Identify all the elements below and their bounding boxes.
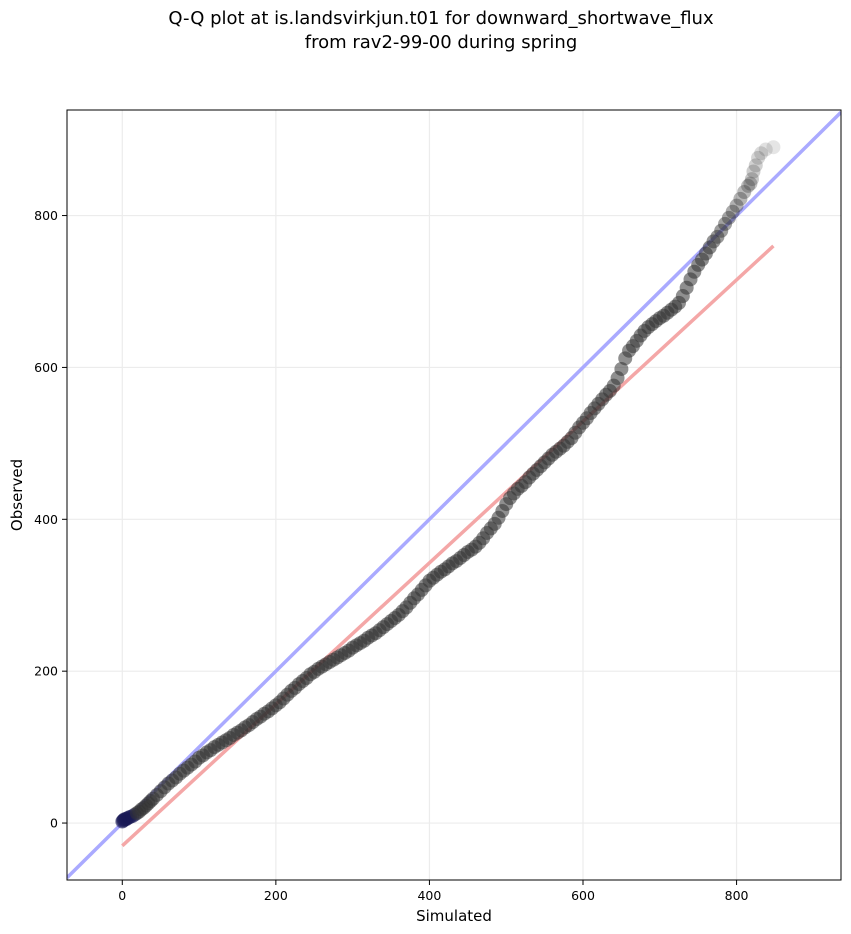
y-tick-label: 600 xyxy=(34,360,58,375)
y-tick-label: 200 xyxy=(34,664,58,679)
qq-point xyxy=(743,176,758,191)
qq-point xyxy=(758,142,773,157)
qq-point xyxy=(746,164,761,179)
qq-point xyxy=(718,216,733,231)
x-tick-label: 200 xyxy=(264,888,288,903)
x-tick-label: 0 xyxy=(118,888,126,903)
qq-point xyxy=(766,140,781,155)
qq-point xyxy=(748,158,763,173)
y-tick-label: 800 xyxy=(34,208,58,223)
qq-point xyxy=(614,361,629,376)
axis-ticks: 0 200 400 600 800 0 200 400 600 800 xyxy=(34,208,748,903)
qq-point xyxy=(737,185,752,200)
qq-point xyxy=(725,204,740,219)
qq-point xyxy=(754,146,769,161)
qq-point xyxy=(741,178,756,193)
qq-point xyxy=(710,229,725,244)
chart-title-line-2: from rav2-99-00 during spring xyxy=(305,32,578,53)
y-axis-label: Observed xyxy=(8,459,26,531)
qq-point xyxy=(733,191,748,206)
y-tick-label: 400 xyxy=(34,512,58,527)
grid xyxy=(67,110,841,880)
x-tick-label: 600 xyxy=(571,888,595,903)
x-tick-label: 800 xyxy=(725,888,749,903)
plot-frame xyxy=(66,109,842,881)
qq-point xyxy=(729,198,744,213)
chart-title-line-1: Q-Q plot at is.landsvirkjun.t01 for down… xyxy=(168,8,714,29)
x-axis-label: Simulated xyxy=(416,907,492,925)
qq-point xyxy=(714,223,729,238)
qq-point xyxy=(751,150,766,165)
y-tick-label: 0 xyxy=(50,816,58,831)
qq-point xyxy=(721,210,736,225)
x-tick-label: 400 xyxy=(417,888,441,903)
qq-point xyxy=(744,172,759,187)
fit-line xyxy=(121,244,775,848)
